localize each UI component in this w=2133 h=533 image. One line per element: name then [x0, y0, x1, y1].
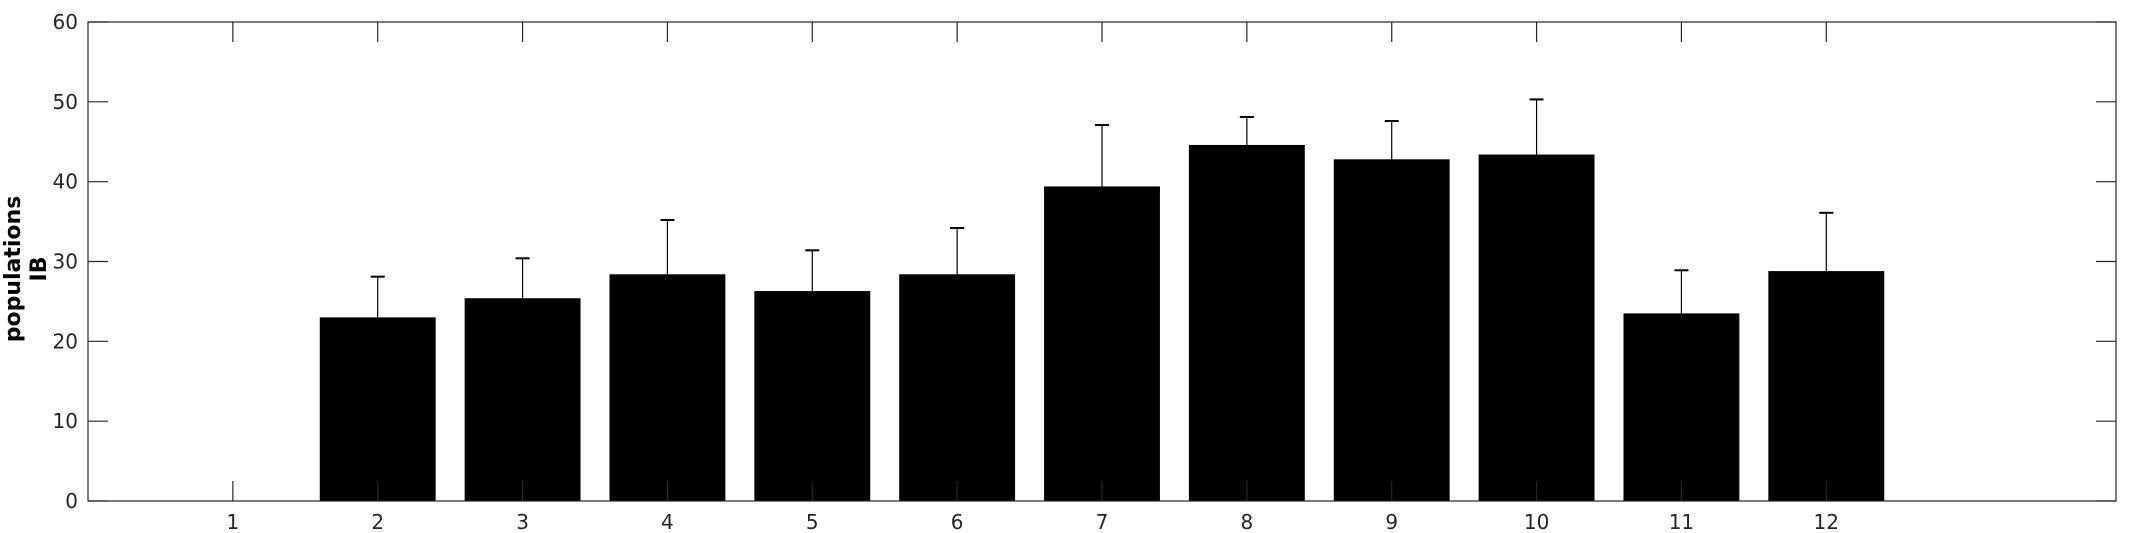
x-tick-label-11: 11 — [1669, 510, 1694, 533]
y-tick-label-30: 30 — [53, 250, 78, 274]
bar-10 — [1478, 154, 1595, 502]
x-tick-label-4: 4 — [661, 510, 674, 533]
x-tick-label-3: 3 — [516, 510, 529, 533]
x-tick-label-2: 2 — [371, 510, 384, 533]
x-tick-label-8: 8 — [1240, 510, 1253, 533]
y-axis-label: populations IB — [1, 196, 52, 343]
x-tick-label-5: 5 — [806, 510, 819, 533]
axes-group — [87, 21, 2117, 502]
y-axis-label-line-1: populations — [1, 196, 26, 343]
bar-4 — [609, 274, 726, 501]
error-bars-group — [370, 98, 1834, 318]
x-tick-label-6: 6 — [951, 510, 964, 533]
y-tick-label-50: 50 — [53, 90, 78, 114]
bar-12 — [1768, 271, 1885, 501]
y-axis-label-line-2: IB — [27, 257, 52, 282]
x-tick-label-9: 9 — [1385, 510, 1398, 533]
bar-8 — [1188, 144, 1305, 501]
bar-6 — [899, 274, 1016, 501]
bar-7 — [1044, 186, 1160, 501]
x-tick-label-10: 10 — [1524, 510, 1549, 533]
bar-2 — [319, 317, 436, 501]
bar-5 — [754, 291, 871, 501]
bars-group — [319, 144, 1885, 502]
x-tick-label-1: 1 — [226, 510, 239, 533]
bar-3 — [464, 298, 581, 501]
x-tick-label-7: 7 — [1096, 510, 1109, 533]
y-tick-label-40: 40 — [53, 170, 78, 194]
y-tick-label-0: 0 — [65, 489, 78, 513]
bar-11 — [1623, 313, 1740, 501]
y-tick-label-60: 60 — [53, 10, 78, 34]
bar-9 — [1333, 159, 1450, 501]
x-tick-label-12: 12 — [1814, 510, 1839, 533]
y-tick-label-10: 10 — [53, 409, 78, 433]
y-tick-label-20: 20 — [53, 329, 78, 353]
